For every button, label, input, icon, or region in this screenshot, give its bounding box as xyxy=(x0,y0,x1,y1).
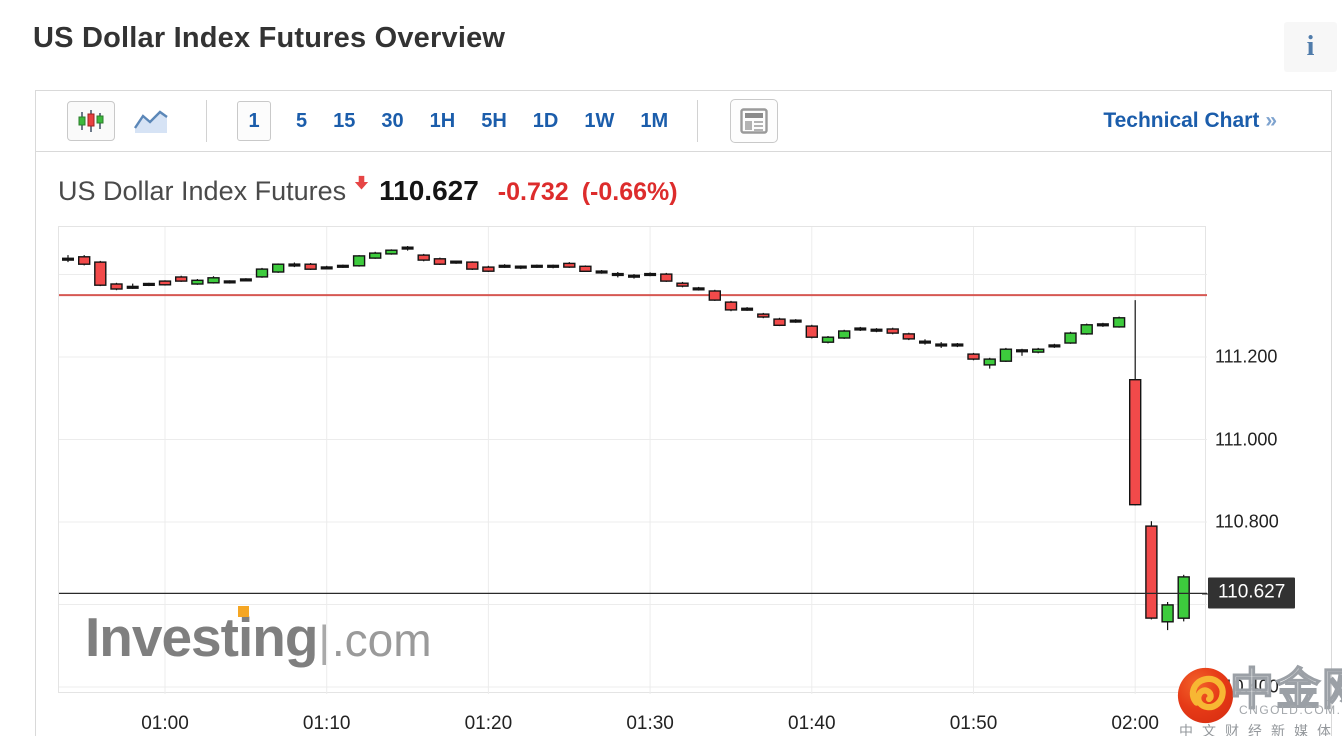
x-axis-tick-label: 01:30 xyxy=(626,713,674,734)
timeframe-1h[interactable]: 1H xyxy=(429,109,456,132)
last-price: 110.627 xyxy=(379,175,479,206)
last-price-badge: 110.627 xyxy=(1201,577,1296,609)
chart-widget: 1 5 15 30 1H 5H 1D 1W 1M Technical Chart» US Dol… xyxy=(35,90,1342,736)
investing-logo-text: Investing xyxy=(85,606,318,668)
cngold-logo-icon xyxy=(1177,667,1234,724)
timeframe-5h[interactable]: 5H xyxy=(481,109,507,132)
timeframe-1d[interactable]: 1D xyxy=(532,109,559,132)
investing-logo-com: .com xyxy=(331,614,432,666)
cngold-tagline: 中文财经新媒体 xyxy=(1179,723,1340,736)
x-axis-tick-label: 01:00 xyxy=(141,713,189,734)
timeframe-1[interactable]: 1 xyxy=(237,101,271,141)
cngold-name: 中金网 xyxy=(1229,664,1342,715)
cngold-domain: CNGOLD.COM.CN xyxy=(1239,703,1342,717)
investing-logo-bar: | xyxy=(318,617,330,666)
line-chart-type-button[interactable] xyxy=(130,101,172,141)
x-axis-tick-label: 01:20 xyxy=(464,713,513,734)
x-axis-tick-label: 01:10 xyxy=(302,713,351,734)
toolbar-divider xyxy=(697,100,699,142)
timeframe-1m[interactable]: 1M xyxy=(640,109,669,132)
news-panel-button[interactable] xyxy=(730,99,779,143)
candlestick-chart-type-button[interactable] xyxy=(67,101,115,141)
instrument-name: US Dollar Index Futures xyxy=(58,176,347,206)
timeframe-1w[interactable]: 1W xyxy=(584,109,615,132)
investing-watermark: Investing | .com xyxy=(85,605,432,669)
x-axis-tick-label: 01:40 xyxy=(788,713,836,734)
technical-chart-link[interactable]: Technical Chart» xyxy=(1103,109,1277,133)
page-title: US Dollar Index Futures Overview xyxy=(33,22,506,54)
chart-toolbar: 1 5 15 30 1H 5H 1D 1W 1M Technical Chart» xyxy=(36,91,1331,152)
quote-header: US Dollar Index Futures 110.627 -0.732 (… xyxy=(36,152,1331,207)
plot-area[interactable]: 111.200 111.000 110.800 110.400 01:00 01:10 0… xyxy=(58,226,1342,736)
info-icon: i xyxy=(1306,31,1315,62)
line-chart-icon xyxy=(134,110,168,133)
x-axis-tick-label: 02:00 xyxy=(1111,713,1159,734)
investing-logo-orange-dot xyxy=(238,606,249,617)
y-axis-tick-label: 111.200 xyxy=(1215,346,1278,367)
candlestick-icon xyxy=(78,110,104,132)
toolbar-divider xyxy=(206,100,207,142)
double-chevron-right-icon: » xyxy=(1265,109,1277,132)
timeframe-group: 1 5 15 30 1H 5H 1D 1W 1M xyxy=(223,101,681,141)
price-change-percent: (-0.66%) xyxy=(581,178,678,206)
x-axis-tick-label: 01:50 xyxy=(949,713,998,734)
newspaper-icon xyxy=(740,108,768,134)
y-axis-tick-label: 111.000 xyxy=(1215,429,1278,449)
candlestick-svg xyxy=(59,227,1207,694)
technical-chart-label: Technical Chart xyxy=(1103,109,1260,132)
info-button[interactable]: i xyxy=(1284,22,1337,72)
timeframe-5[interactable]: 5 xyxy=(296,109,308,132)
timeframe-15[interactable]: 15 xyxy=(333,109,356,132)
price-change: -0.732 xyxy=(497,178,569,206)
timeframe-30[interactable]: 30 xyxy=(381,109,404,132)
price-down-arrow-icon xyxy=(354,175,369,195)
y-axis-tick-label: 110.800 xyxy=(1215,511,1279,532)
